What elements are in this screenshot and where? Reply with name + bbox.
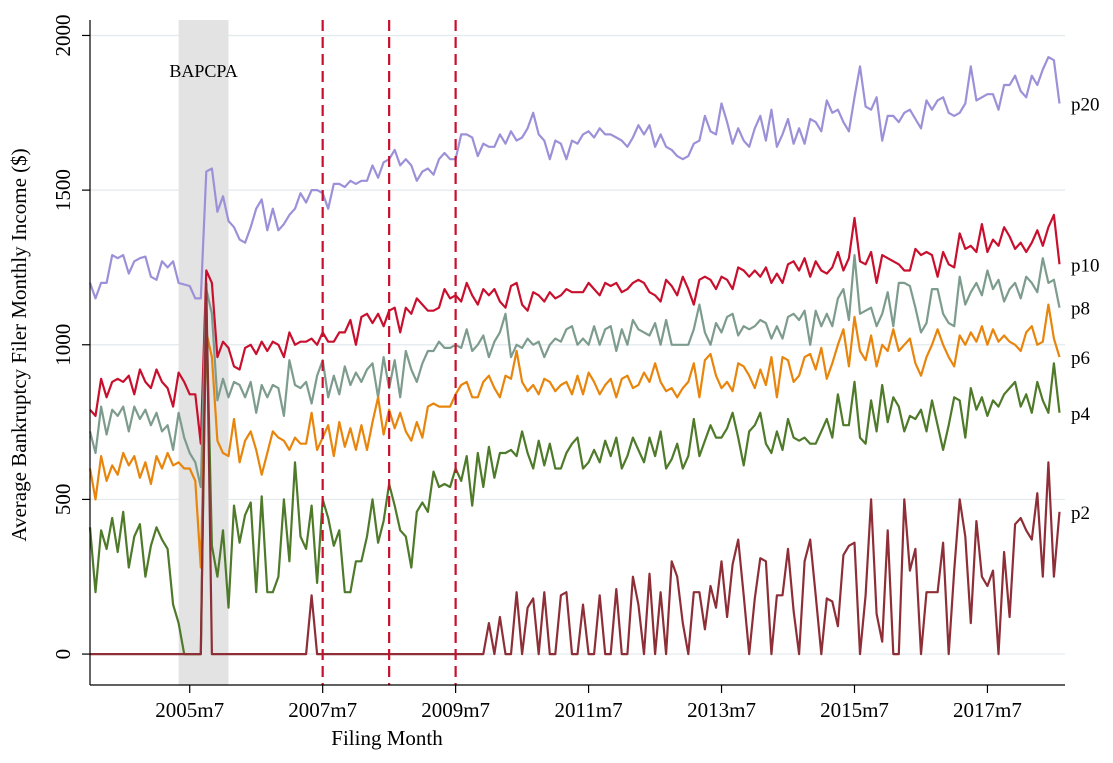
y-tick-label: 0 — [51, 649, 75, 660]
x-tick-label: 2005m7 — [155, 698, 224, 722]
x-tick-label: 2009m7 — [421, 698, 490, 722]
series-label: p10 — [1071, 255, 1100, 276]
y-tick-label: 1000 — [51, 324, 75, 366]
y-tick-label: 2000 — [51, 14, 75, 56]
x-axis-label: Filing Month — [331, 726, 443, 750]
x-tick-label: 2011m7 — [555, 698, 623, 722]
series-label: p8 — [1071, 299, 1090, 320]
series-label: p4 — [1071, 404, 1091, 425]
series-line — [88, 303, 1061, 656]
shade-label: BAPCPA — [169, 61, 237, 81]
y-tick-label: 1500 — [51, 169, 75, 211]
series-label: p2 — [1071, 503, 1090, 524]
series-line — [88, 55, 1061, 300]
x-tick-label: 2015m7 — [820, 698, 889, 722]
series-label: p6 — [1071, 348, 1090, 369]
y-axis-label: Average Bankruptcy Filer Monthly Income … — [7, 148, 31, 541]
y-tick-label: 500 — [51, 484, 75, 515]
series-line — [90, 281, 1061, 656]
series-line — [88, 303, 1061, 569]
x-tick-label: 2013m7 — [687, 698, 756, 722]
x-tick-label: 2017m7 — [953, 698, 1022, 722]
series-label: p20 — [1071, 95, 1100, 116]
series-line — [89, 213, 1061, 445]
series-line — [88, 254, 1061, 489]
x-tick-label: 2007m7 — [288, 698, 357, 722]
